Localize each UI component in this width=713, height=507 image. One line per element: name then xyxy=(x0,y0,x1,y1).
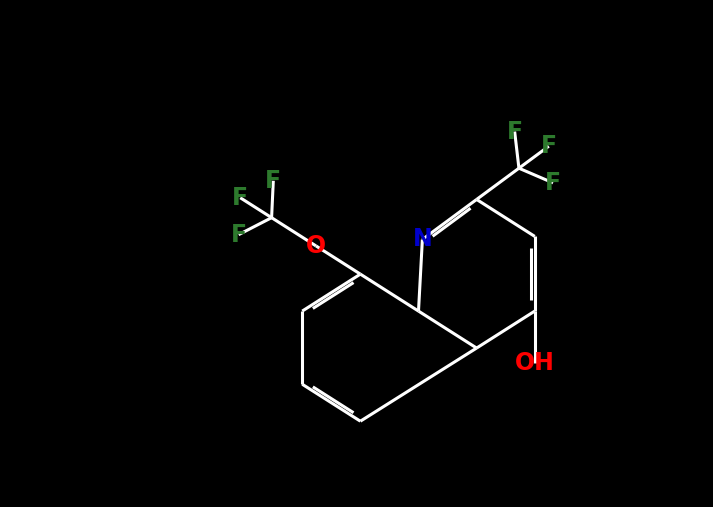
Text: F: F xyxy=(507,120,523,143)
Text: F: F xyxy=(265,169,282,193)
Text: F: F xyxy=(230,223,247,247)
Text: OH: OH xyxy=(515,351,555,376)
Text: F: F xyxy=(545,171,561,195)
Text: F: F xyxy=(540,134,557,158)
Text: F: F xyxy=(232,186,248,210)
Text: N: N xyxy=(413,228,432,251)
Text: O: O xyxy=(306,234,326,258)
